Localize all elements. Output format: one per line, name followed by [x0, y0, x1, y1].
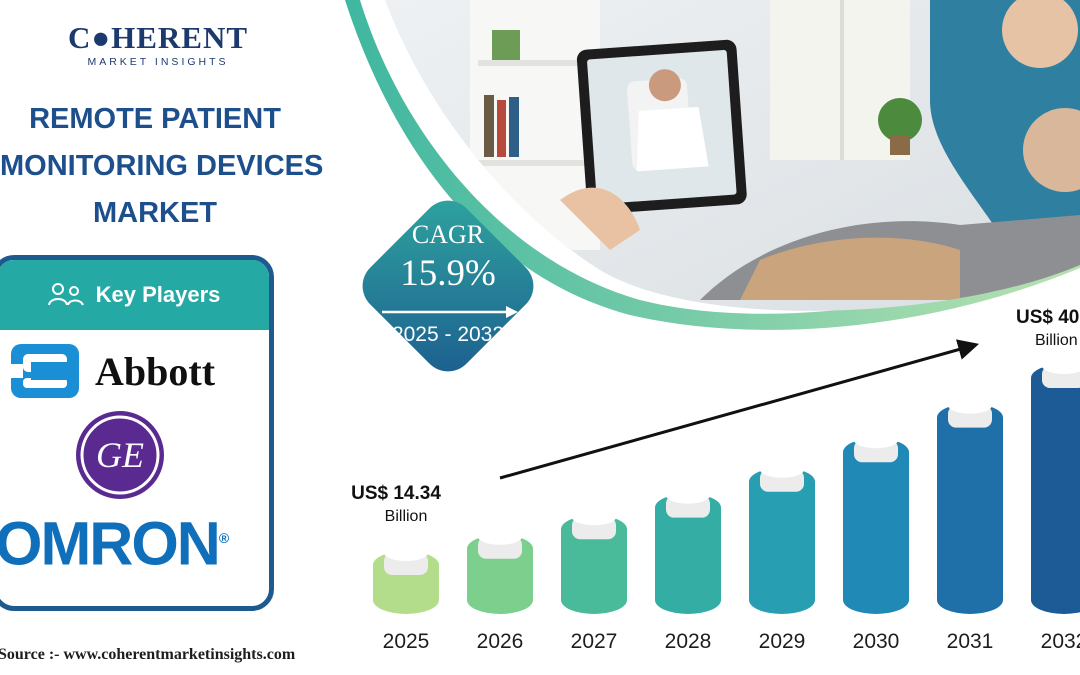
key-players-header: Key Players [0, 260, 269, 330]
key-players-icon [47, 283, 84, 306]
bar-2030 [843, 432, 909, 614]
x-tick-2028: 2028 [665, 630, 712, 653]
coherent-logo: C●HERENT MARKET INSIGHTS [38, 20, 278, 69]
bar-cap-top [760, 461, 804, 478]
abbott-mark-icon [11, 344, 79, 398]
ge-monogram: GE [96, 435, 144, 475]
bar-cap-top [478, 528, 522, 545]
x-tick-2029: 2029 [759, 630, 806, 653]
brand-tagline: MARKET INSIGHTS [87, 56, 229, 68]
x-tick-2030: 2030 [853, 630, 900, 653]
brand-name: C●HERENT [67, 20, 249, 55]
abbott-name: Abbott [95, 348, 216, 394]
cagr-period: 2025 - 2032 [391, 323, 505, 346]
title-line-1: REMOTE PATIENT [29, 103, 281, 135]
title-line-2: MONITORING DEVICES [0, 150, 324, 182]
cagr-diamond [362, 200, 534, 372]
bar-2029 [749, 461, 815, 614]
bar-base [655, 586, 721, 614]
bar-2032 [1031, 358, 1080, 614]
bar-cap-top [384, 545, 428, 561]
bar-base [749, 586, 815, 614]
key-players-panel: Key Players Abbott GE OMRON® [0, 255, 274, 611]
cagr-value: 15.9% [400, 253, 496, 294]
key-players-heading: Key Players [95, 282, 221, 307]
x-tick-2032: 2032 [1041, 630, 1080, 653]
bar-2025 [373, 545, 439, 614]
omron-name: OMRON [0, 509, 221, 578]
bar-base [1031, 586, 1080, 614]
bar-base [467, 586, 533, 614]
bar-2027 [561, 509, 627, 614]
bar-cap-top [572, 509, 616, 526]
x-tick-2026: 2026 [477, 630, 524, 653]
page-title: REMOTE PATIENT MONITORING DEVICES MARKET [0, 96, 324, 237]
bar-base [561, 586, 627, 614]
source-credit: Source :- www.coherentmarketinsights.com [0, 646, 296, 663]
bar-body [655, 507, 721, 600]
x-tick-2031: 2031 [947, 630, 994, 653]
cagr-label: CAGR [411, 220, 485, 249]
bar-2026 [467, 528, 533, 614]
bar-cap-top [948, 397, 992, 414]
bar-base [373, 586, 439, 614]
end-value-unit: Billion [1035, 332, 1078, 349]
x-tick-2027: 2027 [571, 630, 618, 653]
x-tick-2025: 2025 [383, 630, 430, 653]
bar-cap-top [1042, 358, 1080, 374]
bar-body [937, 417, 1003, 600]
bar-2031 [937, 397, 1003, 614]
growth-trend-arrow [499, 339, 980, 480]
bar-body [1031, 378, 1080, 600]
bar-base [843, 586, 909, 614]
cagr-arrow-head-icon [506, 306, 518, 318]
bar-body [843, 452, 909, 600]
bar-body [749, 481, 815, 600]
title-line-3: MARKET [92, 197, 218, 229]
start-value-unit: Billion [385, 508, 428, 525]
bar-cap-top [854, 432, 898, 449]
end-value-label: US$ 40. [1016, 307, 1080, 328]
bar-2028 [655, 487, 721, 614]
cagr-badge: CAGR 15.9% 2025 - 2032 [352, 190, 544, 382]
omron-logo: OMRON® [0, 505, 229, 576]
bar-cap-top [666, 487, 710, 504]
start-value-label: US$ 14.34 [351, 483, 441, 504]
bar-base [937, 586, 1003, 614]
abbott-logo: Abbott [9, 342, 215, 400]
ge-logo: GE [76, 411, 164, 499]
